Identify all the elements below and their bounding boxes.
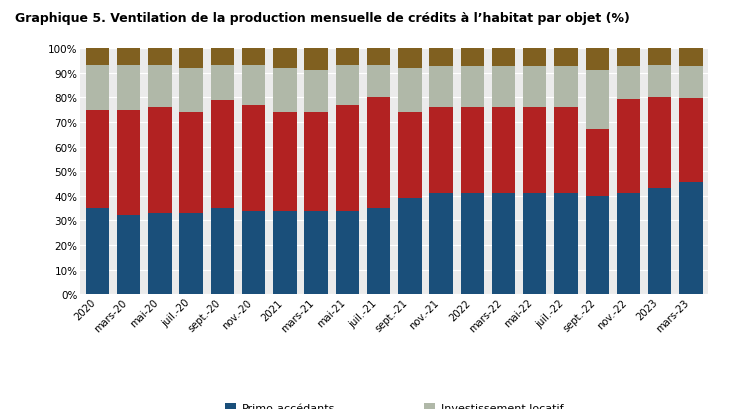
Bar xyxy=(336,49,359,66)
Bar xyxy=(273,113,296,211)
Bar xyxy=(148,213,172,294)
Bar xyxy=(648,189,672,294)
Bar xyxy=(679,66,703,99)
Bar xyxy=(148,108,172,213)
Bar xyxy=(336,66,359,106)
Bar xyxy=(85,49,110,66)
Bar xyxy=(679,99,703,183)
Legend: Primo-accédants, Acquéreurs déjà propriétaires, Investissement locatif, Autres: Primo-accédants, Acquéreurs déjà proprié… xyxy=(220,398,568,409)
Bar xyxy=(461,107,484,193)
Bar xyxy=(304,211,328,294)
Bar xyxy=(679,49,703,66)
Bar xyxy=(242,106,266,211)
Bar xyxy=(180,213,203,294)
Bar xyxy=(273,211,296,294)
Bar xyxy=(211,66,234,101)
Bar xyxy=(492,49,515,67)
Bar xyxy=(461,193,484,294)
Bar xyxy=(336,211,359,294)
Bar xyxy=(554,193,577,294)
Bar xyxy=(273,69,296,113)
Bar xyxy=(180,49,203,69)
Bar xyxy=(117,49,140,66)
Bar xyxy=(554,49,577,67)
Bar xyxy=(117,110,140,216)
Bar xyxy=(492,193,515,294)
Bar xyxy=(367,49,391,66)
Bar xyxy=(492,67,515,107)
Bar xyxy=(523,49,547,67)
Bar xyxy=(242,49,266,66)
Bar xyxy=(492,107,515,193)
Bar xyxy=(117,216,140,294)
Bar xyxy=(117,66,140,110)
Bar xyxy=(648,49,672,66)
Bar xyxy=(85,209,110,294)
Bar xyxy=(211,101,234,209)
Bar xyxy=(617,67,640,100)
Bar xyxy=(617,193,640,294)
Bar xyxy=(523,107,547,193)
Bar xyxy=(461,67,484,107)
Bar xyxy=(211,209,234,294)
Bar xyxy=(679,183,703,294)
Bar xyxy=(148,49,172,66)
Bar xyxy=(617,100,640,193)
Bar xyxy=(367,209,391,294)
Bar xyxy=(273,49,296,69)
Text: Graphique 5. Ventilation de la production mensuelle de crédits à l’habitat par o: Graphique 5. Ventilation de la productio… xyxy=(15,12,629,25)
Bar xyxy=(398,199,421,294)
Bar xyxy=(180,69,203,113)
Bar xyxy=(211,49,234,66)
Bar xyxy=(304,71,328,113)
Bar xyxy=(367,98,391,209)
Bar xyxy=(180,113,203,213)
Bar xyxy=(85,110,110,209)
Bar xyxy=(585,71,609,130)
Bar xyxy=(585,130,609,196)
Bar xyxy=(242,211,266,294)
Bar xyxy=(554,107,577,193)
Bar xyxy=(585,49,609,71)
Bar xyxy=(429,67,453,107)
Bar xyxy=(304,113,328,211)
Bar xyxy=(367,66,391,98)
Bar xyxy=(461,49,484,67)
Bar xyxy=(429,193,453,294)
Bar xyxy=(429,49,453,67)
Bar xyxy=(398,69,421,113)
Bar xyxy=(336,106,359,211)
Bar xyxy=(648,66,672,98)
Bar xyxy=(398,49,421,69)
Bar xyxy=(148,66,172,108)
Bar xyxy=(617,49,640,67)
Bar xyxy=(523,67,547,107)
Bar xyxy=(242,66,266,106)
Bar xyxy=(523,193,547,294)
Bar xyxy=(398,113,421,199)
Bar xyxy=(429,107,453,193)
Bar xyxy=(554,67,577,107)
Bar xyxy=(85,66,110,110)
Bar xyxy=(648,98,672,189)
Bar xyxy=(585,196,609,294)
Bar xyxy=(304,49,328,71)
